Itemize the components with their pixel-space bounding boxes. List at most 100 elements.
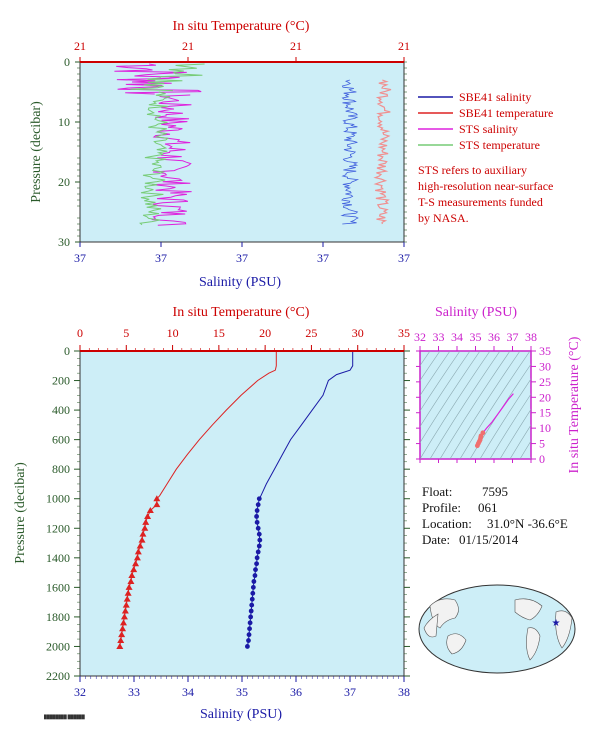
density-contour — [439, 351, 511, 459]
temperature-point — [125, 583, 133, 590]
top-sal-ticks: 37 37 37 37 37 — [74, 242, 410, 265]
ts-sal-tick-label: 37 — [507, 330, 519, 344]
top-legend: SBE41 salinity SBE41 temperature STS sal… — [418, 90, 553, 152]
top-pressure-axis-title: Pressure (decibar) — [29, 101, 44, 203]
salinity-point — [250, 590, 256, 596]
date-label: Date: — [422, 532, 450, 547]
top-sal-tick-label: 37 — [155, 251, 167, 265]
sts-salinity-line — [151, 94, 192, 226]
top-profile-traces — [114, 63, 392, 226]
main-temp-tick-label: 0 — [77, 326, 83, 340]
top-sal-tick-label: 37 — [74, 251, 86, 265]
ts-point — [474, 443, 480, 449]
salinity-point — [246, 638, 251, 643]
temperature-point — [128, 572, 136, 579]
density-contour — [499, 408, 531, 459]
main-sal-tick-label: 34 — [182, 685, 194, 699]
main-profile-traces — [116, 351, 354, 649]
ts-temp-tick-label: 15 — [539, 406, 551, 420]
salinity-point — [246, 632, 252, 638]
salinity-point — [255, 525, 261, 531]
sts-note: STS refers to auxiliary high-resolution … — [418, 163, 553, 225]
salinity-point — [254, 561, 259, 567]
top-plot-area — [79, 61, 405, 243]
main-sal-tick-label: 38 — [398, 685, 410, 699]
density-contour — [420, 351, 461, 412]
ts-temp-tick-label: 0 — [539, 452, 545, 466]
temperature-point — [134, 548, 142, 555]
salinity-point — [249, 602, 255, 608]
ts-sal-tick-label: 32 — [414, 330, 426, 344]
main-temp-tick-label: 15 — [213, 326, 225, 340]
float-info: Float: 7595 Profile: 061 Location: 31.0°… — [422, 484, 568, 547]
ts-sal-tick-label: 36 — [488, 330, 500, 344]
temperature-point — [139, 530, 147, 537]
top-temp-tick-label: 21 — [74, 39, 86, 53]
top-pressure-tick-label: 0 — [64, 55, 70, 69]
main-sal-tick-label: 33 — [128, 685, 140, 699]
top-temp-ticks: 21 21 21 21 — [74, 39, 410, 62]
main-pressure-tick-label: 0 — [64, 344, 70, 358]
ts-density-contours — [420, 351, 531, 459]
top-temp-tick-label: 21 — [290, 39, 302, 53]
legend-label: SBE41 salinity — [459, 90, 531, 104]
location-label: Location: — [422, 516, 472, 531]
legend-label: STS temperature — [459, 138, 540, 152]
top-pressure-tick-label: 10 — [58, 115, 70, 129]
temperature-point — [116, 642, 124, 649]
main-pressure-tick-label: 1600 — [46, 580, 70, 594]
salinity-point — [252, 573, 258, 578]
legend-entry-sbe-salinity: SBE41 salinity — [418, 90, 531, 104]
ts-sal-tick-label: 33 — [433, 330, 445, 344]
ts-temp-tick-label: 30 — [539, 359, 551, 373]
ts-salinity-axis-title: Salinity (PSU) — [435, 305, 517, 320]
main-salinity-axis-title: Salinity (PSU) — [200, 707, 282, 722]
main-temp-tick-label: 35 — [398, 326, 410, 340]
map-land-asia-east — [423, 613, 439, 638]
salinity-point — [254, 555, 260, 561]
main-pressure-tick-label: 1200 — [46, 521, 70, 535]
temperature-point — [122, 601, 130, 608]
main-temp-tick-label: 5 — [123, 326, 129, 340]
ts-temp-axis-title: In situ Temperature (°C) — [567, 336, 582, 473]
top-pressure-tick-label: 20 — [58, 175, 70, 189]
main-pressure-tick-label: 1400 — [46, 551, 70, 565]
main-pressure-tick-label: 1000 — [46, 492, 70, 506]
salinity-point — [245, 644, 250, 649]
salinity-point — [250, 584, 256, 590]
main-pressure-tick-label: 200 — [52, 374, 70, 388]
salinity-point — [256, 496, 262, 502]
top-sal-tick-label: 37 — [317, 251, 329, 265]
main-sal-ticks: 32 33 34 35 36 37 38 — [74, 676, 410, 699]
main-temp-ticks: 0 5 10 15 20 25 30 35 — [77, 326, 410, 351]
temperature-point — [117, 637, 125, 644]
map-land-south-america — [526, 627, 541, 661]
profile-value: 061 — [478, 500, 498, 515]
temperature-point — [141, 524, 149, 531]
temperature-point — [130, 566, 138, 573]
density-contour — [479, 378, 531, 459]
density-contour — [420, 351, 471, 428]
temperature-point — [118, 631, 126, 638]
sbe41-salinity-line — [340, 79, 360, 225]
main-temp-tick-label: 10 — [167, 326, 179, 340]
main-pressure-ticks: 0 200 400 600 800 1000 1200 1400 1600 1800 2000 220… — [46, 344, 410, 683]
temperature-point — [146, 507, 154, 514]
map-globe-outline — [418, 584, 576, 674]
temperature-point — [124, 589, 132, 596]
top-temp-tick-label: 21 — [398, 39, 410, 53]
ts-sal-tick-label: 35 — [470, 330, 482, 344]
main-sal-tick-label: 37 — [344, 685, 356, 699]
ts-temp-tick-label: 25 — [539, 375, 551, 389]
salinity-point — [248, 614, 254, 620]
legend-entry-sts-salinity: STS salinity — [418, 122, 518, 136]
top-temp-axis-title: In situ Temperature (°C) — [173, 19, 310, 34]
main-panel: In situ Temperature (°C) 0 5 10 15 20 25 30 35 … — [13, 305, 410, 722]
density-contour — [420, 351, 451, 397]
figure-stamp: ████████ ██████ — [44, 714, 85, 720]
density-contour — [420, 351, 491, 459]
main-plot-area — [79, 350, 405, 677]
